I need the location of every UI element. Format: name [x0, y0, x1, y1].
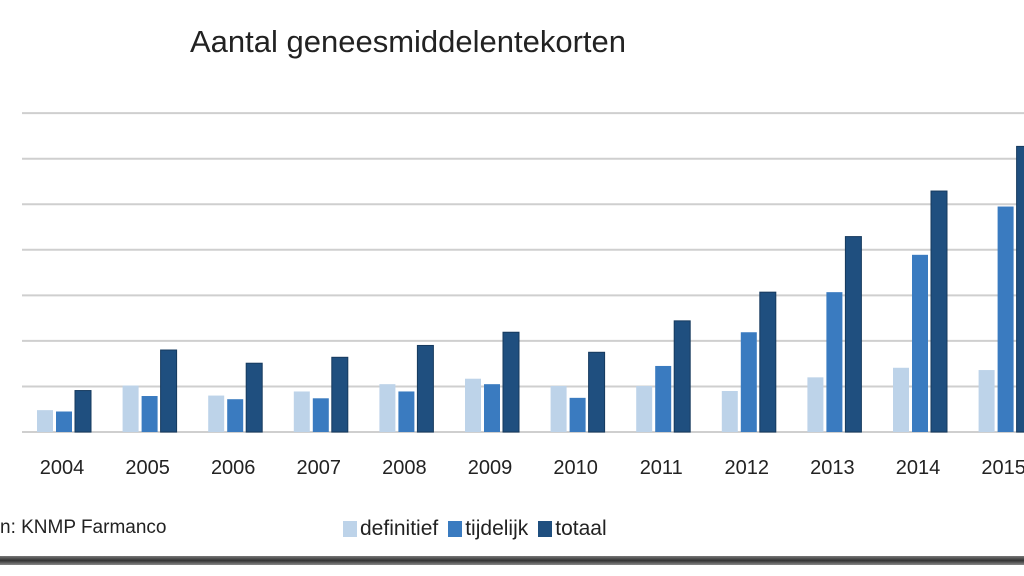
- bar-definitief-2009: [465, 378, 481, 432]
- bar-totaal-2008: [416, 344, 434, 433]
- background: [0, 565, 1024, 576]
- legend-swatch: [448, 521, 463, 537]
- bar-definitief-2014: [893, 367, 909, 432]
- chart-title: Aantal geneesmiddelentekorten: [190, 24, 627, 59]
- bar-tijdelijk-2015: [997, 206, 1014, 432]
- bar-totaal-2006: [245, 362, 263, 433]
- legend-item-tijdelijk: tijdelijk: [448, 517, 528, 541]
- bar-definitief-2015: [978, 370, 995, 432]
- bar-definitief-2007: [293, 391, 310, 432]
- bar-definitief-2012: [721, 391, 738, 432]
- bar-totaal-2004: [74, 390, 92, 433]
- x-tick-label: 2007: [297, 457, 342, 479]
- x-tick-label: 2012: [725, 457, 770, 479]
- bar-definitief-2013: [807, 377, 824, 432]
- bar-tijdelijk-2013: [826, 292, 843, 432]
- bar-tijdelijk-2006: [227, 399, 244, 432]
- bar-totaal-2011: [673, 320, 691, 433]
- bar-tijdelijk-2011: [655, 365, 672, 432]
- x-tick-label: 2009: [468, 457, 513, 479]
- bar-tijdelijk-2007: [312, 398, 329, 432]
- legend-label: totaal: [555, 517, 607, 540]
- bar-totaal-2005: [160, 349, 178, 433]
- bar-totaal-2015: [1016, 145, 1024, 433]
- x-tick-label: 2015: [981, 457, 1024, 479]
- bar-definitief-2008: [379, 384, 396, 432]
- x-tick-label: 2011: [640, 457, 683, 479]
- bar-tijdelijk-2004: [56, 411, 72, 432]
- source-note: n: KNMP Farmanco: [0, 517, 167, 538]
- bar-totaal-2009: [502, 331, 520, 433]
- legend-swatch: [538, 521, 553, 537]
- x-tick-label: 2013: [810, 457, 855, 479]
- x-tick-label: 2006: [211, 457, 256, 479]
- bar-totaal-2010: [588, 351, 606, 433]
- bar-definitief-2010: [550, 385, 567, 432]
- legend-item-totaal: totaal: [538, 517, 607, 541]
- x-tick-label: 2008: [382, 457, 427, 479]
- bar-tijdelijk-2014: [912, 254, 928, 432]
- bar-definitief-2004: [37, 410, 53, 432]
- bar-definitief-2006: [208, 395, 225, 432]
- bar-totaal-2013: [844, 236, 862, 433]
- bar-tijdelijk-2008: [398, 391, 415, 432]
- x-tick-label: 2004: [40, 457, 85, 479]
- bar-tijdelijk-2005: [141, 396, 158, 432]
- bar-tijdelijk-2012: [740, 332, 757, 432]
- bar-tijdelijk-2009: [484, 384, 500, 432]
- legend: definitief tijdelijk totaal: [343, 517, 607, 541]
- legend-item-definitief: definitief: [343, 517, 438, 541]
- legend-label: tijdelijk: [465, 517, 529, 540]
- bar-totaal-2012: [759, 291, 777, 433]
- x-tick-label: 2010: [553, 457, 598, 479]
- x-tick-label: 2014: [896, 457, 941, 479]
- legend-label: definitief: [360, 517, 439, 540]
- bar-totaal-2007: [331, 356, 349, 433]
- x-tick-label: 2005: [125, 457, 170, 479]
- bar-totaal-2014: [930, 190, 948, 433]
- bar-definitief-2005: [122, 385, 139, 432]
- legend-swatch: [343, 521, 357, 537]
- bar-tijdelijk-2010: [569, 397, 586, 432]
- bar-definitief-2011: [636, 385, 653, 432]
- frame-border: [0, 556, 1024, 565]
